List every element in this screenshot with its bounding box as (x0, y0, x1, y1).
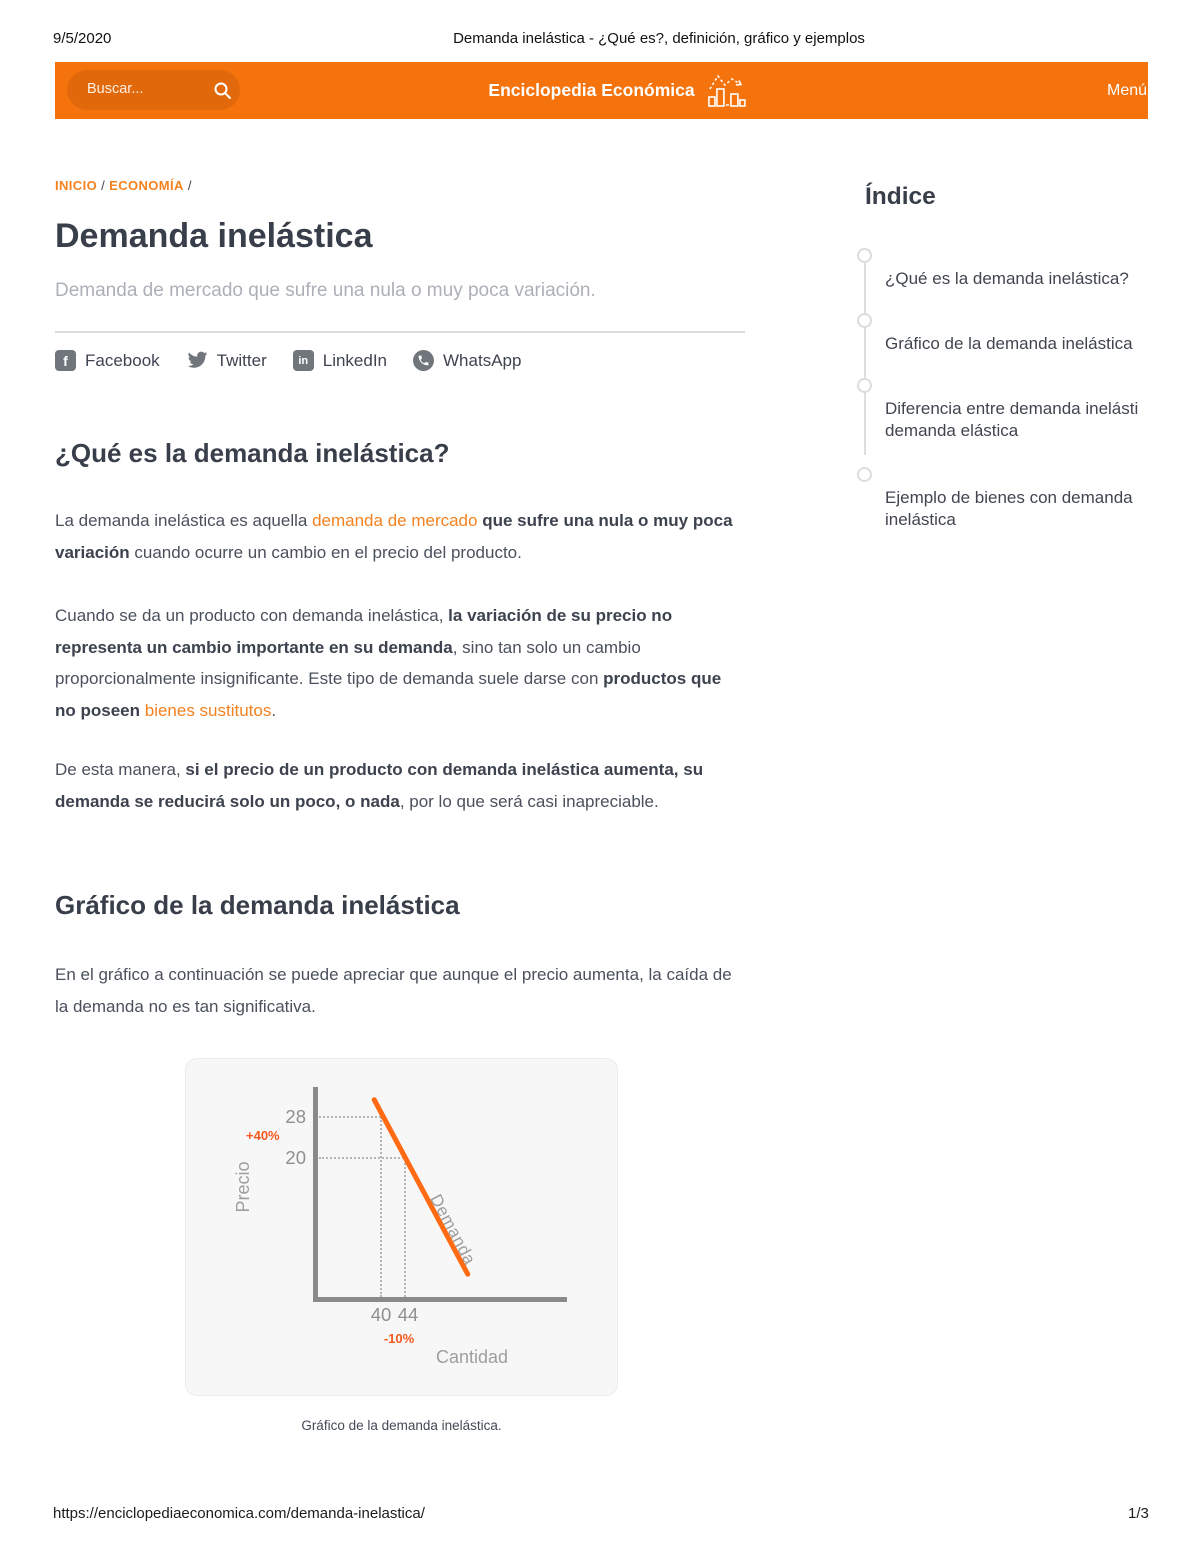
article-column: INICIO / ECONOMÍA / Demanda inelástica Dema… (55, 178, 745, 1433)
index-sidebar: Índice ¿Qué es la demanda inelástica? Gr… (857, 182, 1149, 552)
logo-chart-icon (707, 74, 746, 107)
search-placeholder: Buscar... (87, 81, 144, 97)
demand-chart: Demanda 28 20 40 44 +40% -10% Precio Can… (185, 1058, 618, 1396)
index-item-label: ¿Qué es la demanda inelástica? (885, 269, 1129, 288)
search-icon[interactable] (213, 81, 232, 100)
share-linkedin-label: LinkedIn (322, 350, 388, 370)
share-facebook-label: Facebook (85, 350, 160, 370)
bullet-icon (857, 248, 872, 263)
top-navbar: Buscar... Enciclopedia Económica Menú (55, 62, 1148, 119)
bullet-icon (857, 378, 872, 393)
text-run: La demanda inelástica es aquella (55, 511, 313, 530)
share-linkedin-button[interactable]: in LinkedIn (292, 350, 388, 371)
breadcrumb-separator: / (187, 178, 192, 193)
print-footer-url: https://enciclopediaeconomica.com/demand… (53, 1505, 425, 1522)
index-item-label: Ejemplo de bienes con demanda inelástica (885, 488, 1133, 529)
price-change-annotation: +40% (246, 1128, 280, 1143)
index-connector-line (864, 255, 866, 455)
twitter-icon (187, 351, 208, 368)
divider (55, 331, 745, 333)
ref-line-40 (380, 1117, 382, 1297)
index-title: Índice (865, 183, 936, 210)
share-twitter-button[interactable]: Twitter (186, 351, 267, 371)
index-item-grafico[interactable]: Gráfico de la demanda inelástica (857, 311, 1149, 355)
share-whatsapp-label: WhatsApp (443, 350, 522, 370)
x-tick-40: 40 (370, 1304, 392, 1325)
paragraph: En el gráfico a continuación se puede ap… (55, 959, 745, 1022)
share-bar: f Facebook Twitter in LinkedIn WhatsApp (55, 350, 745, 371)
ref-line-20 (319, 1157, 404, 1159)
breadcrumb-section-link[interactable]: ECONOMÍA (109, 178, 184, 193)
page-title: Demanda inelástica (55, 217, 373, 255)
inline-link[interactable]: bienes sustitutos (144, 700, 272, 720)
article-subtitle: Demanda de mercado que sufre una nula o … (55, 280, 596, 301)
section-heading-grafico: Gráfico de la demanda inelástica (55, 890, 460, 920)
x-axis (313, 1297, 567, 1302)
index-item-ejemplo[interactable]: Ejemplo de bienes con demanda inelástica (857, 465, 1149, 531)
menu-button[interactable]: Menú (1107, 82, 1148, 99)
linkedin-icon: in (292, 350, 314, 371)
share-facebook-button[interactable]: f Facebook (55, 350, 160, 371)
index-item-label: Diferencia entre demanda inelásti demand… (885, 399, 1139, 440)
bullet-icon (857, 313, 872, 328)
x-tick-44: 44 (397, 1304, 419, 1325)
text-run: , por lo que será casi inapreciable. (399, 791, 659, 811)
text-run: si el precio de un producto con demanda … (55, 760, 704, 811)
y-tick-20: 20 (285, 1147, 306, 1168)
y-axis-label: Precio (233, 1161, 253, 1213)
facebook-icon: f (55, 350, 76, 371)
paragraph: Cuando se da un producto con demanda ine… (55, 600, 745, 726)
y-tick-28: 28 (285, 1106, 306, 1127)
text-run: . (271, 700, 277, 720)
print-page-number: 1/3 (1128, 1505, 1149, 1522)
site-brand[interactable]: Enciclopedia Económica (488, 62, 746, 119)
breadcrumb: INICIO / ECONOMÍA / (55, 178, 745, 193)
index-item-que-es[interactable]: ¿Qué es la demanda inelástica? (857, 246, 1149, 290)
text-run: De esta manera, (55, 760, 186, 779)
index-item-label: Gráfico de la demanda inelástica (885, 334, 1133, 353)
share-whatsapp-button[interactable]: WhatsApp (413, 350, 521, 371)
paragraph: De esta manera, si el precio de un produ… (55, 754, 745, 817)
print-date: 9/5/2020 (53, 30, 112, 47)
breadcrumb-home-link[interactable]: INICIO (55, 178, 98, 193)
bullet-icon (857, 467, 872, 482)
share-twitter-label: Twitter (216, 350, 267, 370)
chart-caption: Gráfico de la demanda inelástica. (301, 1418, 502, 1433)
whatsapp-icon (413, 350, 435, 371)
paragraph: La demanda inelástica es aquella demanda… (55, 505, 745, 568)
text-run: la variación de su precio no representa … (55, 606, 673, 657)
breadcrumb-separator: / (101, 178, 106, 193)
text-run: , sino tan solo un cambio proporcionalme… (55, 637, 641, 689)
y-axis (313, 1087, 318, 1302)
text-run: que sufre una nula o muy poca variación (55, 511, 733, 562)
x-axis-label: Cantidad (436, 1347, 509, 1367)
ref-line-28 (319, 1116, 381, 1118)
ref-line-44 (404, 1158, 406, 1297)
text-run: En el gráfico a continuación se puede ap… (55, 965, 732, 1016)
brand-name: Enciclopedia Económica (488, 80, 695, 100)
index-item-diferencia[interactable]: Diferencia entre demanda inelásti demand… (857, 376, 1149, 442)
inline-link[interactable]: demanda de mercado (312, 511, 478, 530)
demand-curve-label: Demanda (426, 1191, 480, 1269)
quantity-change-annotation: -10% (383, 1331, 415, 1346)
search-input[interactable]: Buscar... (67, 70, 240, 110)
text-run: Cuando se da un producto con demanda ine… (55, 606, 449, 625)
index-list: ¿Qué es la demanda inelástica? Gráfico d… (857, 246, 1149, 531)
text-run: productos que no poseen (55, 669, 722, 720)
text-run: cuando ocurre un cambio en el precio del… (129, 542, 522, 562)
print-doc-title: Demanda inelástica - ¿Qué es?, definició… (453, 30, 865, 47)
section-heading-que-es: ¿Qué es la demanda inelástica? (55, 438, 450, 468)
